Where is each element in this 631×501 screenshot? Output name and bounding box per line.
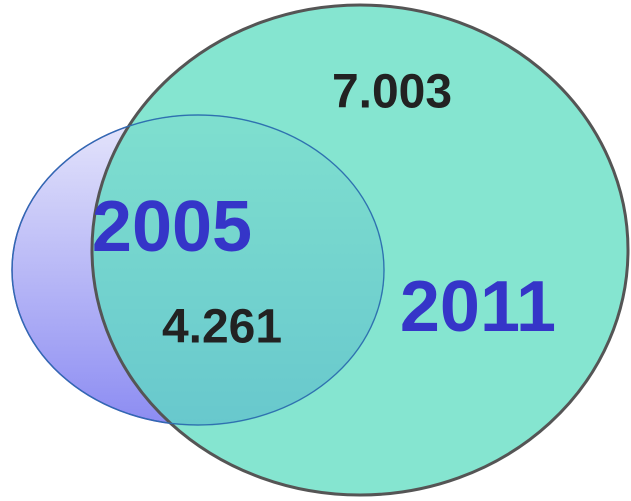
set-label: 2011 bbox=[400, 267, 556, 347]
set-2011-circle bbox=[90, 3, 630, 497]
set-2005-outline bbox=[11, 114, 385, 426]
set-label: 2005 bbox=[92, 187, 252, 267]
set-count: 7.003 bbox=[332, 66, 452, 119]
set-count: 4.261 bbox=[162, 301, 282, 354]
